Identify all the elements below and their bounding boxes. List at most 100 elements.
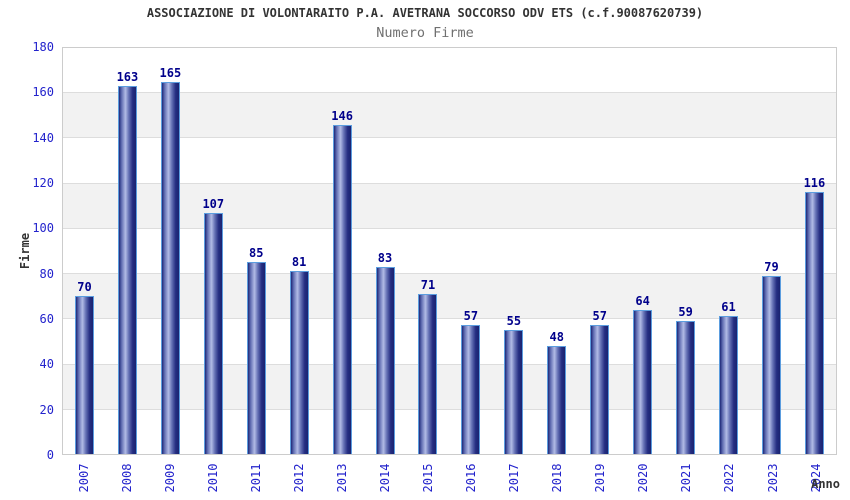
x-tick-label: 2019 — [593, 463, 608, 493]
x-tick-slot: 2022 — [708, 456, 751, 500]
bar-2018[interactable]: 48 — [547, 330, 567, 454]
plot-band — [63, 183, 836, 229]
bar-value-label: 48 — [549, 329, 565, 344]
x-tick-label: 2011 — [248, 463, 263, 493]
plot-band — [63, 364, 836, 410]
bar-slot: 107 — [192, 48, 235, 454]
x-tick-label: 2022 — [722, 463, 737, 493]
y-tick-label: 100 — [32, 221, 54, 236]
bar-2019[interactable]: 57 — [590, 309, 610, 454]
y-tick-label: 160 — [32, 85, 54, 100]
bar-slot: 165 — [149, 48, 192, 454]
bar-value-label: 71 — [420, 277, 436, 292]
y-tick-label: 140 — [32, 130, 54, 145]
bar-value-label: 57 — [463, 309, 479, 324]
bar-value-label: 165 — [159, 65, 182, 80]
bar-2012[interactable]: 81 — [289, 255, 309, 454]
bar-2007[interactable]: 70 — [74, 280, 94, 454]
bar-value-label: 107 — [202, 196, 225, 211]
bar-slot: 61 — [707, 48, 750, 454]
x-tick-label: 2010 — [205, 463, 220, 493]
bar-value-label: 163 — [116, 70, 139, 85]
x-tick-label: 2023 — [765, 463, 780, 493]
bar-value-label: 59 — [678, 304, 693, 319]
x-tick-label: 2009 — [162, 463, 177, 493]
x-tick-slot: 2021 — [665, 456, 708, 500]
x-axis-ticks: 2007 2008 2009 2010 2011 2012 2013 2014 2015 2016… — [62, 456, 837, 500]
bar-2021[interactable]: 59 — [676, 305, 696, 454]
background-bands — [63, 48, 836, 454]
bar-2016[interactable]: 57 — [461, 309, 481, 454]
x-tick-label: 2016 — [464, 463, 479, 493]
x-tick-slot: 2009 — [148, 456, 191, 500]
bar-value-label: 85 — [248, 246, 264, 261]
x-tick-label: 2018 — [550, 463, 565, 493]
y-tick-label: 60 — [39, 312, 54, 326]
bar-slot: 85 — [235, 48, 278, 454]
bar-2020[interactable]: 64 — [633, 294, 653, 454]
bar-slot: 83 — [364, 48, 407, 454]
x-tick-slot: 2019 — [579, 456, 622, 500]
x-tick-slot: 2015 — [407, 456, 450, 500]
bar-2022[interactable]: 61 — [719, 300, 739, 454]
x-tick-slot: 2008 — [105, 456, 148, 500]
bar-slot: 79 — [750, 48, 793, 454]
bar-2017[interactable]: 55 — [504, 314, 524, 454]
x-tick-slot: 2013 — [320, 456, 363, 500]
plot-band — [63, 138, 836, 184]
bar-slot: 55 — [492, 48, 535, 454]
bar-2023[interactable]: 79 — [761, 260, 781, 454]
bar-slot: 64 — [621, 48, 664, 454]
x-tick-slot: 2010 — [191, 456, 234, 500]
bar-2014[interactable]: 83 — [375, 251, 395, 454]
bar-value-label: 55 — [506, 313, 522, 328]
x-tick-slot: 2007 — [62, 456, 105, 500]
bar-slot: 163 — [106, 48, 149, 454]
bar-2013[interactable]: 146 — [331, 109, 353, 454]
chart-subtitle: Numero Firme — [376, 25, 474, 41]
bar-2010[interactable]: 107 — [202, 197, 224, 454]
x-tick-slot: 2014 — [363, 456, 406, 500]
plot-band — [63, 48, 836, 94]
y-tick-label: 120 — [32, 176, 54, 190]
x-tick-label: 2021 — [679, 463, 694, 493]
bar-2024[interactable]: 116 — [804, 176, 825, 454]
bar-2009[interactable]: 165 — [160, 66, 181, 454]
x-tick-slot: 2018 — [536, 456, 579, 500]
bar-value-label: 116 — [803, 176, 826, 191]
bar-slot: 71 — [407, 48, 450, 454]
bar-slot: 59 — [664, 48, 707, 454]
bars-layer: 70 163 165 107 85 81 146 83 71 57 55 48 57 64 59 61 79 11… — [63, 48, 836, 454]
bar-slot: 81 — [278, 48, 321, 454]
y-tick-label: 180 — [32, 40, 54, 54]
bar-2008[interactable]: 163 — [117, 70, 138, 454]
x-tick-slot: 2020 — [622, 456, 665, 500]
bar-2015[interactable]: 71 — [418, 278, 438, 454]
bar-value-label: 79 — [764, 259, 779, 274]
x-tick-label: 2015 — [421, 463, 436, 493]
y-axis-label: Firme — [18, 232, 32, 270]
chart-title: ASSOCIAZIONE DI VOLONTARAITO P.A. AVETRA… — [146, 6, 704, 20]
bar-slot: 48 — [535, 48, 578, 454]
x-tick-label: 2020 — [636, 463, 651, 493]
bar-2011[interactable]: 85 — [246, 246, 266, 454]
bar-value-label: 64 — [635, 293, 650, 308]
bar-slot: 57 — [449, 48, 492, 454]
y-tick-label: 80 — [39, 266, 54, 281]
x-tick-slot: 2017 — [493, 456, 536, 500]
x-tick-slot: 2012 — [277, 456, 320, 500]
x-tick-slot: 2011 — [234, 456, 277, 500]
y-tick-label: 40 — [39, 357, 54, 372]
x-tick-slot: 2023 — [751, 456, 794, 500]
bar-value-label: 81 — [291, 255, 307, 270]
x-tick-label: 2013 — [334, 463, 349, 493]
x-tick-label: 2007 — [76, 463, 91, 493]
x-axis-label: Anno — [811, 477, 840, 491]
plot-band — [63, 274, 836, 320]
plot-band — [63, 319, 836, 365]
x-tick-label: 2012 — [291, 463, 306, 493]
x-tick-label: 2014 — [377, 463, 392, 493]
x-tick-label: 2008 — [119, 463, 134, 493]
bar-value-label: 57 — [592, 309, 607, 324]
